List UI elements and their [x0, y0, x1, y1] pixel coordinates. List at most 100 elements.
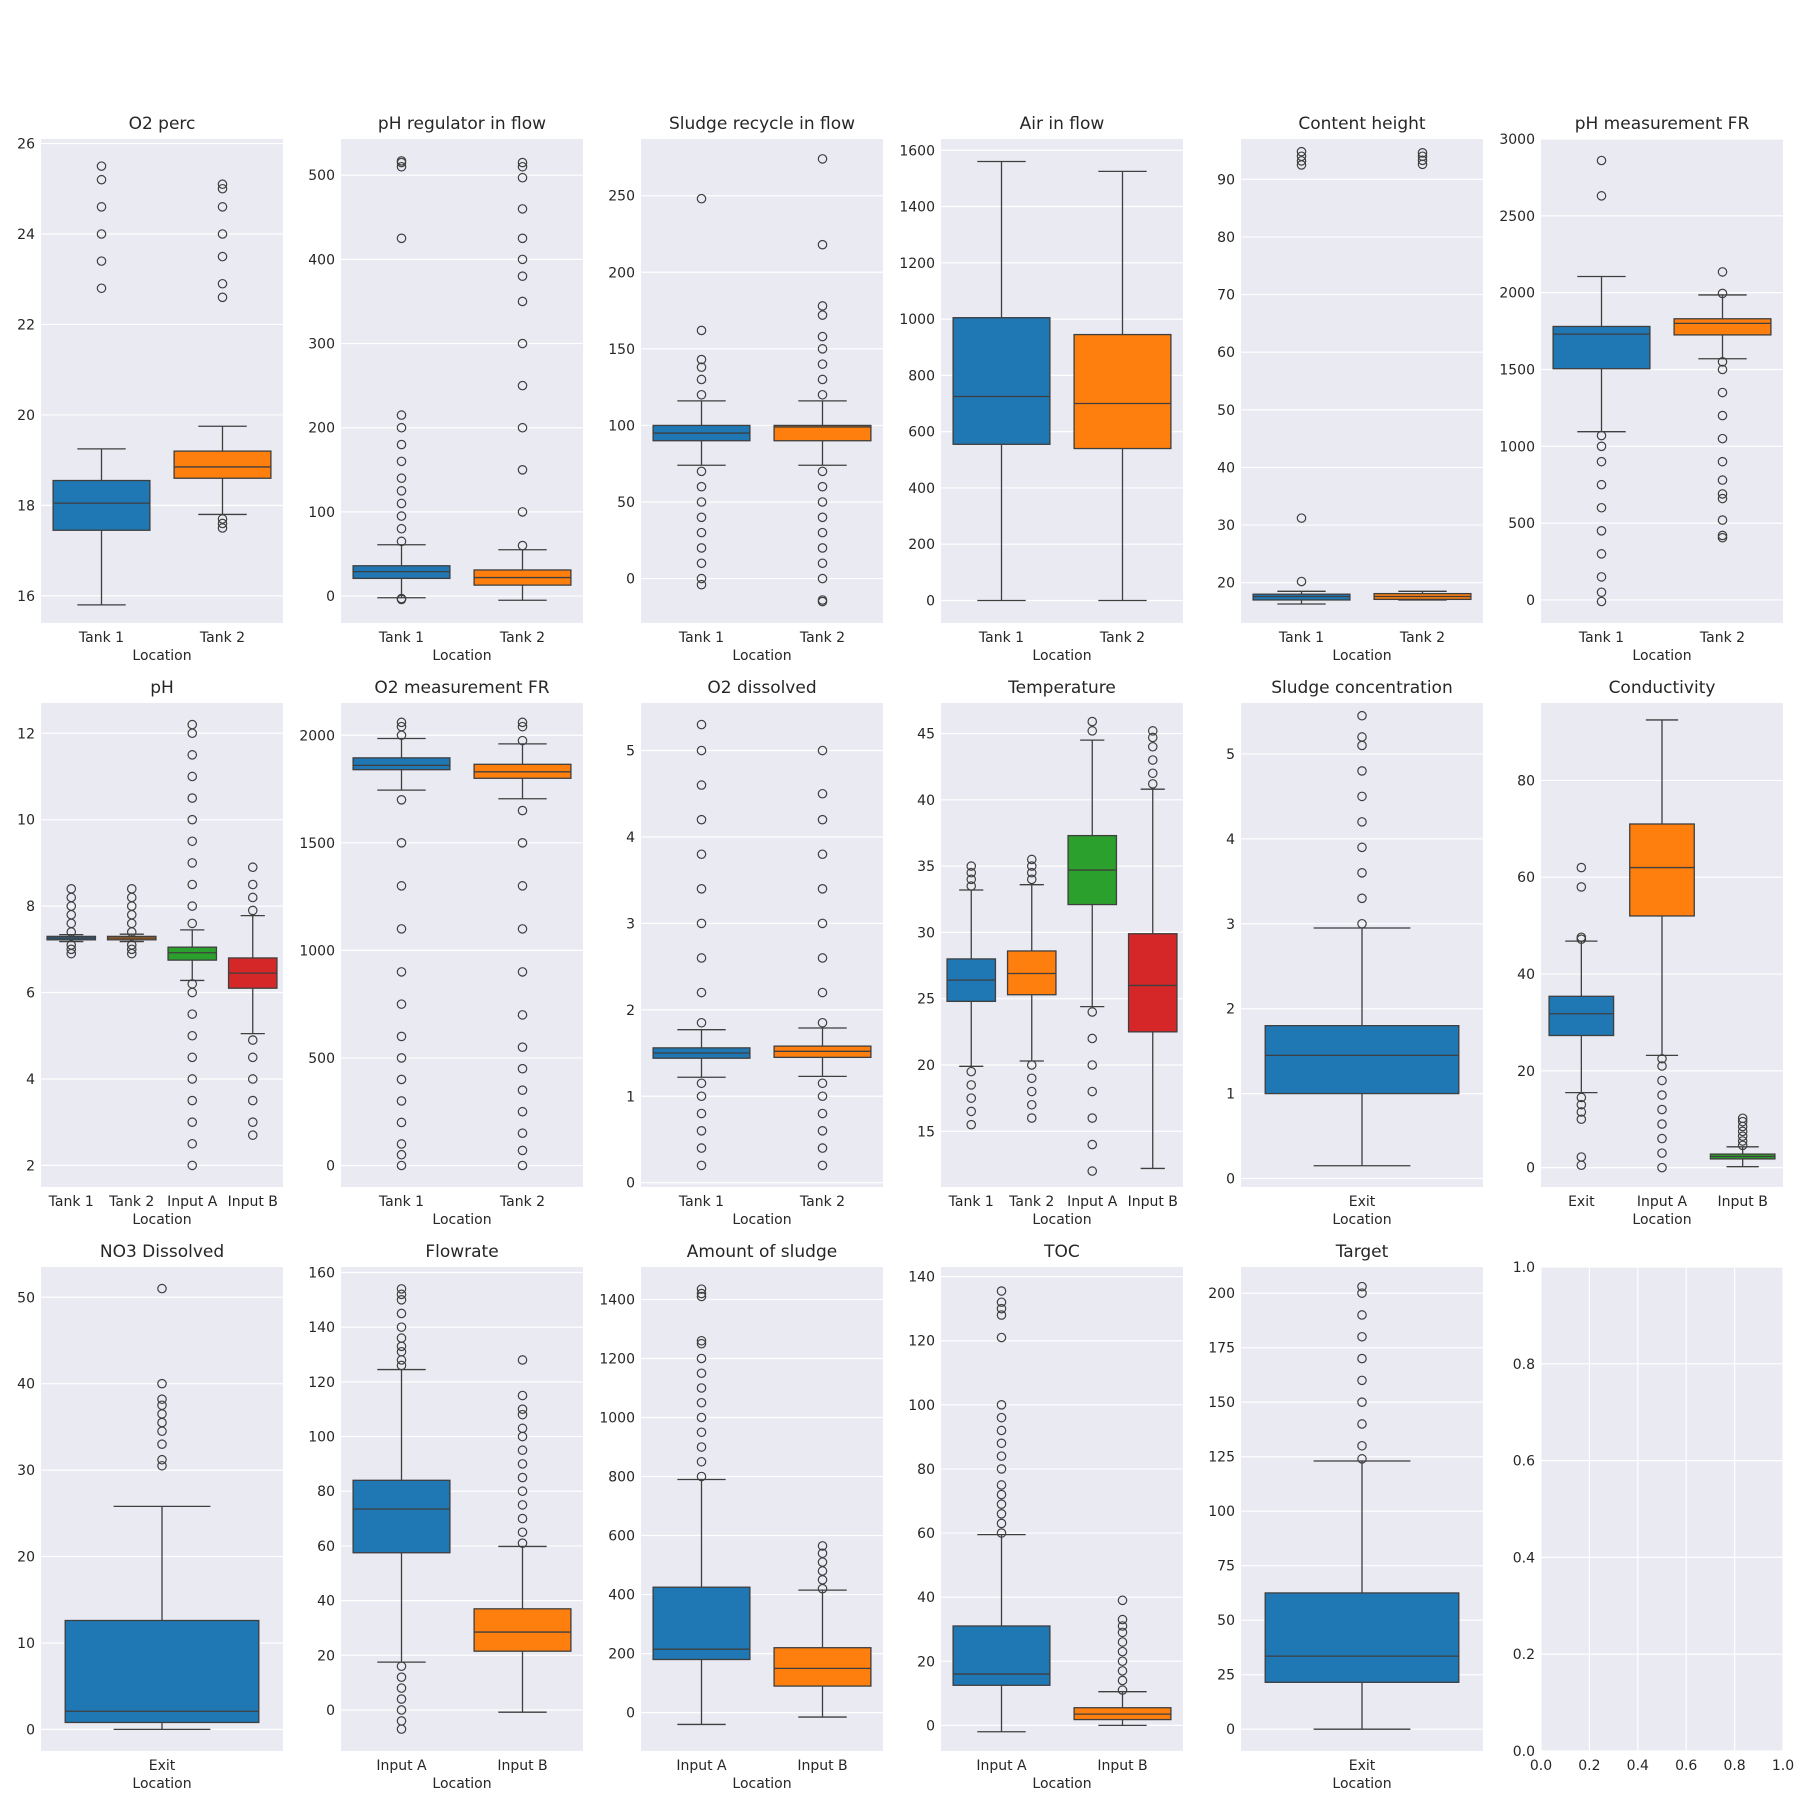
outlier-point [517, 296, 528, 307]
outlier-point [996, 1286, 1007, 1296]
x-axis-label: Location [1332, 648, 1391, 664]
x-tick-label: Exit [1349, 1194, 1376, 1210]
y-tick-label: 20 [917, 1654, 935, 1670]
outlier-point [396, 1284, 407, 1294]
outlier-point [1576, 882, 1587, 892]
outlier-point [96, 283, 107, 294]
outlier-point [1026, 1073, 1037, 1084]
outlier-point [1117, 1627, 1128, 1638]
outlier-point [1087, 1139, 1098, 1150]
outlier-point [396, 1360, 407, 1371]
y-tick-label: 3000 [1499, 132, 1535, 148]
y-tick-label: 2 [626, 1003, 635, 1019]
outlier-point [1596, 572, 1607, 582]
y-tick-label: 18 [17, 498, 35, 514]
box-iqr [1673, 318, 1772, 336]
x-tick-label: Input B [228, 1194, 278, 1210]
box-1 [773, 745, 872, 1171]
outlier-point [696, 1338, 707, 1349]
outlier-point [247, 879, 258, 890]
box-0 [352, 1284, 451, 1734]
outlier-point [1117, 1595, 1128, 1606]
outlier-point [996, 1425, 1007, 1436]
outlier-point [1717, 356, 1728, 367]
y-tick-label: 20 [917, 1058, 935, 1074]
outlier-point [517, 1063, 528, 1074]
x-tick-label: Input A [167, 1194, 218, 1210]
outlier-point [1087, 1060, 1098, 1070]
outlier-point [517, 380, 528, 391]
box-0 [652, 193, 751, 590]
y-tick-label: 1.0 [1513, 1260, 1535, 1276]
x-tick-label: Tank 1 [378, 1194, 424, 1210]
subplot-0: O2 perc 16 18 20 22 24 26 Location Tank 1 Tank 2 [17, 114, 283, 664]
outlier-point [817, 543, 828, 553]
outlier-point [517, 338, 528, 349]
outlier-point [966, 861, 977, 871]
outlier-point [517, 924, 528, 934]
outlier-point [517, 507, 528, 517]
outlier-point [817, 1017, 828, 1028]
outlier-point [1717, 410, 1728, 421]
chart-title: NO3 Dissolved [100, 1242, 224, 1262]
outlier-point [817, 466, 828, 477]
box-iqr [773, 1647, 872, 1687]
box-3 [1127, 726, 1178, 1170]
y-tick-label: 20 [1517, 1064, 1535, 1080]
outlier-point [1357, 710, 1367, 721]
box-0 [1548, 862, 1615, 1171]
y-tick-label: 26 [17, 137, 35, 153]
outlier-point [247, 1130, 258, 1140]
y-tick-label: 1000 [899, 312, 935, 328]
y-tick-label: 1200 [899, 256, 935, 272]
y-tick-label: 20 [17, 408, 35, 424]
outlier-point [517, 735, 528, 746]
chart-title: Sludge recycle in flow [669, 114, 855, 134]
y-tick-label: 60 [1217, 345, 1235, 361]
outlier-point [817, 1091, 828, 1102]
outlier-point [187, 836, 198, 847]
outlier-point [126, 944, 137, 955]
outlier-point [817, 301, 828, 311]
outlier-point [126, 940, 137, 950]
y-tick-label: 75 [1217, 1559, 1235, 1575]
x-tick-label: Input B [1128, 1194, 1178, 1210]
box-0 [352, 156, 451, 605]
box-0 [652, 719, 751, 1171]
outlier-point [696, 1160, 707, 1171]
outlier-point [696, 953, 707, 963]
outlier-point [217, 229, 228, 239]
y-tick-label: 600 [608, 1529, 635, 1545]
subplot-17: 0.0 0.2 0.4 0.6 0.8 1.0 0.0 0.2 0.4 0.6 0.8 1.0 [1513, 1260, 1794, 1774]
outlier-point [66, 884, 77, 894]
y-tick-label: 0 [1526, 1161, 1535, 1177]
outlier-point [396, 439, 407, 450]
subplot-1: pH regulator in flow 0 100 200 300 400 500 Loca… [308, 114, 583, 664]
y-tick-label: 500 [308, 168, 335, 184]
outlier-point [396, 410, 407, 420]
subplot-14: Amount of sludge 0 200 400 600 800 1000 1200 140… [599, 1242, 883, 1792]
outlier-point [696, 884, 707, 894]
outlier-point [396, 1117, 407, 1128]
outlier-point [1357, 1288, 1367, 1298]
outlier-point [396, 1308, 407, 1319]
chart-title: pH measurement FR [1575, 114, 1750, 134]
outlier-point [517, 721, 528, 732]
y-tick-label: 0 [626, 572, 635, 588]
y-tick-label: 15 [917, 1124, 935, 1140]
outlier-point [817, 1078, 828, 1089]
outlier-point [157, 1460, 167, 1471]
y-tick-label: 2000 [1499, 286, 1535, 302]
chart-title: Target [1335, 1242, 1389, 1262]
outlier-point [1117, 1621, 1128, 1631]
outlier-point [1026, 1086, 1037, 1097]
y-tick-label: 0 [326, 1158, 335, 1174]
box-iqr [773, 424, 872, 442]
outlier-point [217, 514, 228, 524]
outlier-point [1417, 155, 1428, 166]
outlier-point [396, 1053, 407, 1063]
outlier-point [396, 422, 407, 433]
box-iqr [64, 1619, 260, 1724]
y-tick-label: 3 [1226, 917, 1235, 933]
y-tick-label: 60 [917, 1526, 935, 1542]
